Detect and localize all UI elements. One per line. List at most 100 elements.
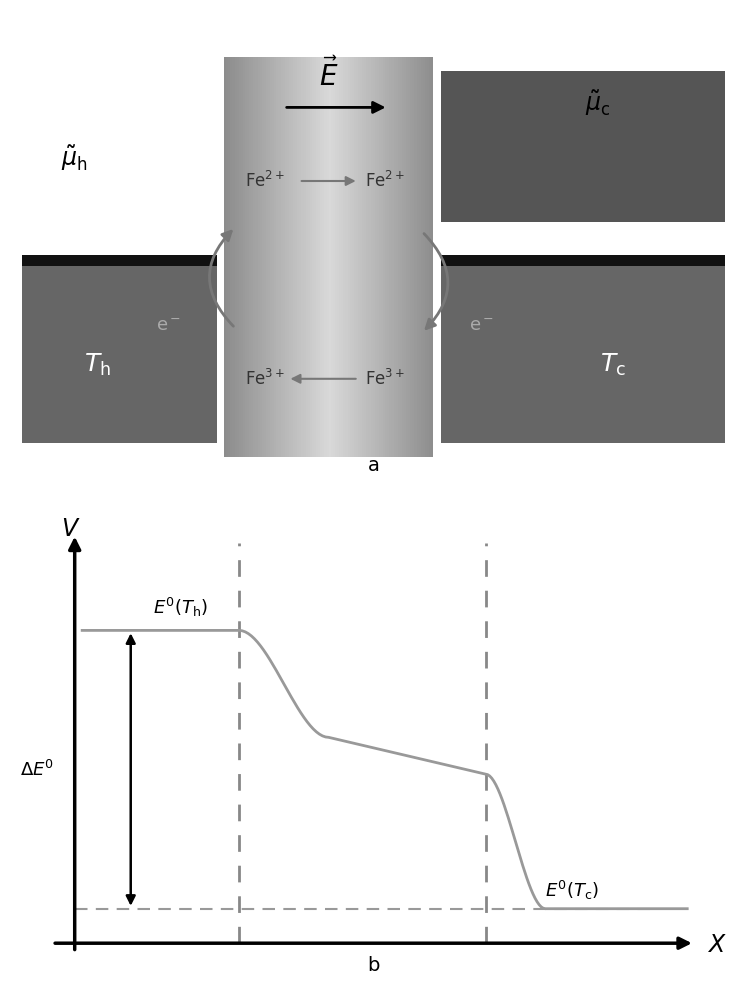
FancyBboxPatch shape xyxy=(415,57,417,457)
FancyBboxPatch shape xyxy=(350,57,352,457)
Text: Fe$^{2+}$: Fe$^{2+}$ xyxy=(245,171,285,191)
Text: Fe$^{2+}$: Fe$^{2+}$ xyxy=(365,171,405,191)
FancyBboxPatch shape xyxy=(410,57,412,457)
FancyBboxPatch shape xyxy=(387,57,389,457)
FancyBboxPatch shape xyxy=(427,57,429,457)
FancyBboxPatch shape xyxy=(397,57,400,457)
FancyBboxPatch shape xyxy=(360,57,362,457)
FancyBboxPatch shape xyxy=(347,57,350,457)
FancyBboxPatch shape xyxy=(314,57,316,457)
FancyBboxPatch shape xyxy=(22,259,217,443)
FancyBboxPatch shape xyxy=(381,57,383,457)
FancyBboxPatch shape xyxy=(226,57,229,457)
Text: $X$: $X$ xyxy=(707,934,727,958)
FancyBboxPatch shape xyxy=(371,57,373,457)
FancyBboxPatch shape xyxy=(441,264,725,443)
FancyBboxPatch shape xyxy=(253,57,255,457)
FancyBboxPatch shape xyxy=(391,57,394,457)
FancyBboxPatch shape xyxy=(441,71,725,222)
Text: $\tilde{\mu}_\mathrm{h}$: $\tilde{\mu}_\mathrm{h}$ xyxy=(61,143,88,173)
FancyBboxPatch shape xyxy=(261,57,264,457)
FancyBboxPatch shape xyxy=(279,57,281,457)
FancyBboxPatch shape xyxy=(404,57,406,457)
FancyBboxPatch shape xyxy=(282,57,285,457)
FancyBboxPatch shape xyxy=(352,57,354,457)
Text: b: b xyxy=(368,956,379,975)
FancyBboxPatch shape xyxy=(396,57,397,457)
Text: $E^0(T_\mathrm{h})$: $E^0(T_\mathrm{h})$ xyxy=(153,596,208,619)
FancyBboxPatch shape xyxy=(423,57,425,457)
FancyBboxPatch shape xyxy=(389,57,391,457)
FancyBboxPatch shape xyxy=(291,57,293,457)
FancyBboxPatch shape xyxy=(366,57,368,457)
FancyBboxPatch shape xyxy=(385,57,387,457)
FancyBboxPatch shape xyxy=(333,57,335,457)
FancyBboxPatch shape xyxy=(425,57,427,457)
FancyBboxPatch shape xyxy=(295,57,297,457)
FancyBboxPatch shape xyxy=(270,57,272,457)
FancyBboxPatch shape xyxy=(375,57,376,457)
FancyBboxPatch shape xyxy=(266,57,268,457)
FancyBboxPatch shape xyxy=(293,57,295,457)
Text: $\Delta E^0$: $\Delta E^0$ xyxy=(20,760,55,780)
FancyBboxPatch shape xyxy=(300,57,302,457)
FancyBboxPatch shape xyxy=(418,57,421,457)
FancyBboxPatch shape xyxy=(316,57,318,457)
FancyBboxPatch shape xyxy=(274,57,276,457)
FancyBboxPatch shape xyxy=(308,57,310,457)
FancyBboxPatch shape xyxy=(365,57,366,457)
FancyBboxPatch shape xyxy=(345,57,347,457)
FancyBboxPatch shape xyxy=(255,57,258,457)
FancyBboxPatch shape xyxy=(264,57,266,457)
FancyBboxPatch shape xyxy=(239,57,241,457)
FancyBboxPatch shape xyxy=(229,57,230,457)
Text: $\vec{E}$: $\vec{E}$ xyxy=(319,58,338,92)
FancyBboxPatch shape xyxy=(249,57,251,457)
Text: $\tilde{\mu}_\mathrm{c}$: $\tilde{\mu}_\mathrm{c}$ xyxy=(585,88,610,118)
FancyBboxPatch shape xyxy=(354,57,356,457)
FancyBboxPatch shape xyxy=(251,57,253,457)
FancyBboxPatch shape xyxy=(258,57,260,457)
FancyBboxPatch shape xyxy=(408,57,410,457)
FancyBboxPatch shape xyxy=(289,57,291,457)
FancyBboxPatch shape xyxy=(368,57,371,457)
FancyBboxPatch shape xyxy=(243,57,245,457)
Text: e$^-$: e$^-$ xyxy=(155,317,181,335)
Text: Fe$^{3+}$: Fe$^{3+}$ xyxy=(245,369,285,389)
FancyBboxPatch shape xyxy=(326,57,329,457)
FancyBboxPatch shape xyxy=(358,57,360,457)
FancyBboxPatch shape xyxy=(431,57,433,457)
FancyBboxPatch shape xyxy=(324,57,326,457)
FancyBboxPatch shape xyxy=(232,57,235,457)
FancyBboxPatch shape xyxy=(383,57,385,457)
FancyBboxPatch shape xyxy=(235,57,237,457)
Text: a: a xyxy=(368,456,379,475)
FancyBboxPatch shape xyxy=(329,57,331,457)
FancyBboxPatch shape xyxy=(344,57,345,457)
FancyBboxPatch shape xyxy=(281,57,282,457)
FancyBboxPatch shape xyxy=(285,57,287,457)
Text: $T_\mathrm{c}$: $T_\mathrm{c}$ xyxy=(600,352,625,378)
FancyBboxPatch shape xyxy=(245,57,247,457)
FancyBboxPatch shape xyxy=(376,57,379,457)
FancyBboxPatch shape xyxy=(310,57,312,457)
FancyBboxPatch shape xyxy=(429,57,431,457)
FancyBboxPatch shape xyxy=(224,57,226,457)
Text: $E^0(T_\mathrm{c})$: $E^0(T_\mathrm{c})$ xyxy=(545,879,599,902)
FancyBboxPatch shape xyxy=(320,57,323,457)
FancyBboxPatch shape xyxy=(323,57,324,457)
FancyBboxPatch shape xyxy=(406,57,408,457)
FancyBboxPatch shape xyxy=(441,255,725,266)
FancyBboxPatch shape xyxy=(331,57,333,457)
FancyBboxPatch shape xyxy=(337,57,339,457)
FancyBboxPatch shape xyxy=(341,57,344,457)
FancyBboxPatch shape xyxy=(379,57,381,457)
Text: e$^-$: e$^-$ xyxy=(469,317,495,335)
Text: $V$: $V$ xyxy=(61,517,81,541)
FancyBboxPatch shape xyxy=(247,57,249,457)
FancyBboxPatch shape xyxy=(362,57,365,457)
FancyBboxPatch shape xyxy=(417,57,418,457)
FancyBboxPatch shape xyxy=(22,255,217,266)
FancyBboxPatch shape xyxy=(421,57,423,457)
Text: Fe$^{3+}$: Fe$^{3+}$ xyxy=(365,369,405,389)
